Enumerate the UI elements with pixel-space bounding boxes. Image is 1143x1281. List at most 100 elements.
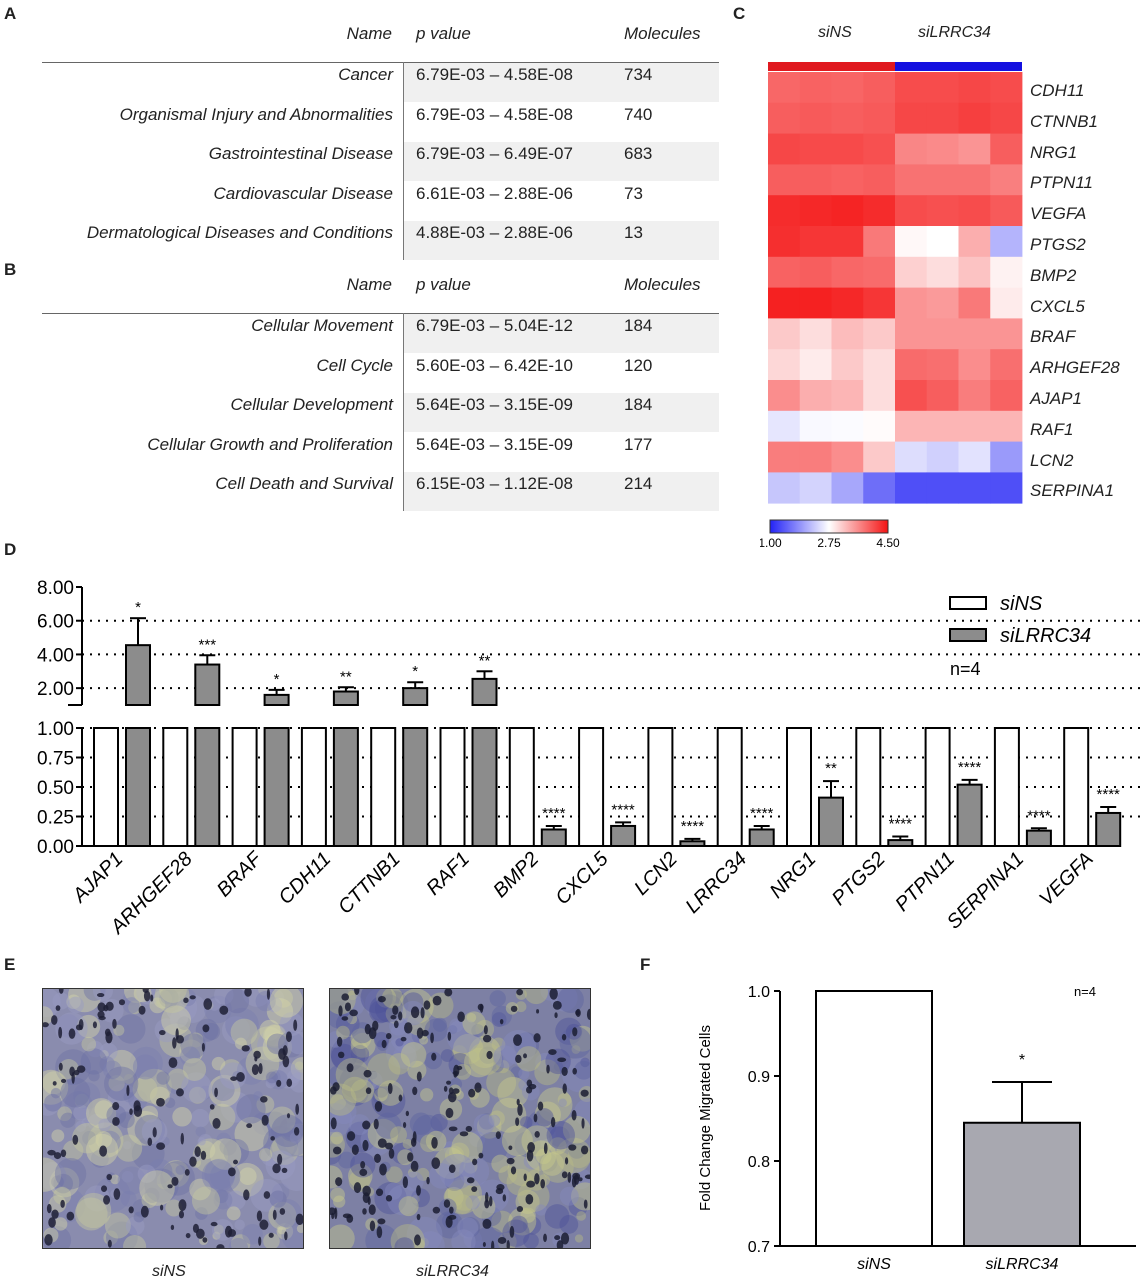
- pore: [412, 1131, 417, 1143]
- cell-region: [520, 1116, 533, 1129]
- cell-region: [64, 1091, 93, 1120]
- heatmap-row-label: CXCL5: [1030, 296, 1085, 316]
- row-name: Cell Death and Survival: [215, 474, 393, 493]
- cell-region: [121, 1170, 134, 1183]
- pore: [227, 1229, 237, 1237]
- pore: [448, 1126, 458, 1132]
- cell-region: [162, 1160, 190, 1188]
- row-molecules: 184: [624, 395, 653, 414]
- cell-region: [144, 1187, 160, 1203]
- pore: [227, 1167, 236, 1177]
- cell-region: [132, 1054, 159, 1080]
- pore: [449, 1206, 454, 1214]
- pore: [219, 1005, 229, 1015]
- heatmap-cell: [799, 349, 832, 381]
- pore: [66, 1211, 75, 1221]
- bar-silrrc34-upper: [471, 677, 498, 706]
- colorbar-gradient: [769, 519, 889, 534]
- cell-region: [98, 1118, 111, 1132]
- row-molecules: 177: [624, 434, 653, 454]
- pore: [171, 1176, 179, 1186]
- cell-region: [350, 1032, 376, 1058]
- cell-region: [103, 1230, 118, 1246]
- pore: [351, 1144, 359, 1155]
- heatmap-cell: [863, 349, 896, 381]
- f-bar-sins: [815, 990, 933, 1247]
- heatmap-cell: [768, 441, 801, 473]
- bar-sins: [716, 727, 743, 847]
- pore: [485, 1192, 489, 1203]
- pore: [499, 1018, 504, 1025]
- cell-region: [557, 989, 584, 1014]
- cell-region: [214, 989, 234, 1005]
- cell-region: [522, 1216, 542, 1235]
- micrograph-sins-image: [43, 989, 303, 1248]
- heatmap-row-label: AJAP1: [1030, 389, 1082, 408]
- pore: [263, 1191, 271, 1199]
- cell-region: [124, 989, 149, 1004]
- cell-region: [452, 1033, 484, 1065]
- pore: [365, 1087, 372, 1095]
- cell-region: [134, 1114, 166, 1146]
- cell-region: [95, 1131, 112, 1148]
- cell-region: [574, 1234, 584, 1243]
- cell-region: [87, 1114, 105, 1131]
- heatmap-cell: [863, 226, 896, 258]
- f-y-axis-label: Fold Change Migrated Cells: [697, 1025, 714, 1211]
- heatmap-row-label: VEGFA: [1030, 204, 1087, 224]
- cell-region: [219, 1138, 237, 1156]
- table-row: Cellular Growth and Proliferation 5.64E-0…: [42, 433, 719, 472]
- heatmap-cell: [831, 72, 864, 104]
- x-tick-label: RAF1: [422, 848, 474, 900]
- pore: [402, 1122, 407, 1129]
- pore: [468, 1088, 476, 1098]
- cell-region: [331, 1098, 357, 1125]
- cell-region: [540, 1152, 565, 1176]
- pore: [479, 1003, 484, 1013]
- cell-region: [402, 1138, 413, 1150]
- heatmap-cell: [768, 287, 801, 319]
- x-tick-label: PTPN11: [891, 848, 959, 916]
- cell-region: [220, 1091, 252, 1123]
- pore: [268, 1232, 274, 1238]
- heatmap-cell: [831, 226, 864, 258]
- cell-region: [51, 1129, 65, 1143]
- bar-silrrc34: [1095, 811, 1122, 848]
- cell-region: [179, 989, 197, 1007]
- pore: [445, 1216, 453, 1228]
- heatmap-group-label-sins: siNS: [818, 24, 852, 41]
- heatmap-cell: [926, 164, 959, 196]
- cell-region: [211, 1056, 226, 1071]
- cell-region: [179, 1039, 204, 1064]
- cell-region: [272, 1183, 290, 1201]
- bar-sins: [508, 727, 535, 847]
- cell-region: [147, 1158, 173, 1184]
- cell-region: [470, 1226, 507, 1248]
- row-p-value: 6.15E-03 – 1.12E-08: [416, 474, 573, 493]
- cell-region: [490, 1058, 504, 1073]
- cell-region: [80, 1048, 108, 1075]
- heatmap-cell: [831, 133, 864, 165]
- pore: [445, 1107, 454, 1119]
- heatmap-cell: [990, 133, 1023, 165]
- pore: [362, 1185, 371, 1197]
- heatmap-cell: [799, 102, 832, 134]
- cell-region: [43, 1090, 61, 1116]
- cell-region: [558, 1098, 567, 1107]
- pore: [561, 1171, 568, 1179]
- heatmap-cell: [895, 287, 928, 319]
- pore: [284, 1231, 288, 1241]
- pore: [266, 989, 271, 1000]
- cell-region: [350, 1028, 372, 1049]
- bar-sins: [647, 727, 674, 847]
- pore: [334, 1207, 338, 1220]
- cell-region: [296, 1224, 303, 1233]
- cell-region: [172, 1106, 192, 1127]
- pore: [502, 1194, 507, 1202]
- heatmap-cell: [926, 472, 959, 504]
- cell-region: [265, 1150, 296, 1181]
- cell-region: [444, 1145, 465, 1166]
- cell-region: [335, 1057, 370, 1092]
- cell-region: [43, 1006, 54, 1026]
- pore: [295, 1213, 303, 1226]
